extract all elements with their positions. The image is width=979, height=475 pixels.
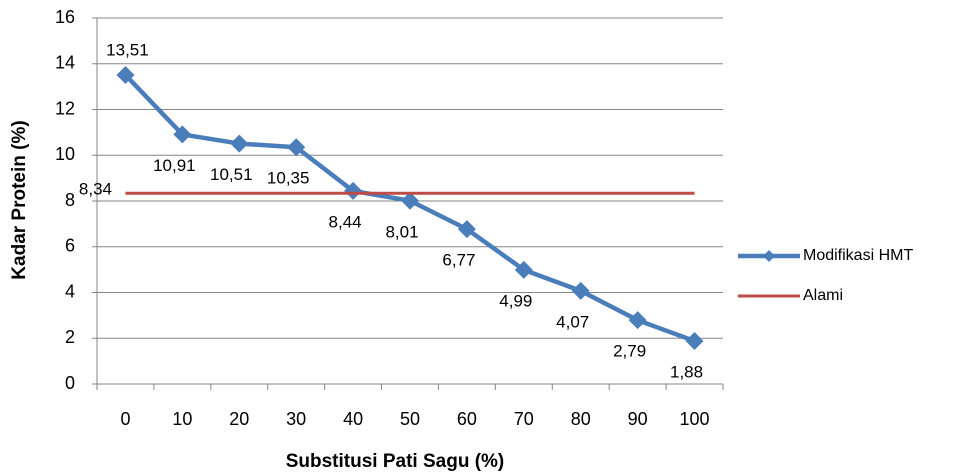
legend-label: Modifikasi HMT — [803, 247, 913, 264]
point-marker — [230, 134, 249, 153]
x-axis-title: Substitusi Pati Sagu (%) — [286, 451, 505, 472]
point-marker — [116, 65, 135, 84]
x-tick-label: 80 — [571, 409, 591, 429]
y-tick-label: 12 — [55, 98, 75, 118]
y-tick-label: 8 — [65, 190, 75, 210]
data-label: 8,01 — [385, 222, 418, 241]
point-marker — [685, 331, 704, 350]
x-tick-label: 0 — [120, 409, 130, 429]
data-label: 4,07 — [556, 312, 589, 331]
point-marker — [287, 138, 306, 157]
x-tick-label: 40 — [343, 409, 363, 429]
point-marker — [344, 181, 363, 200]
y-tick-label: 16 — [55, 7, 75, 27]
data-label: 1,88 — [670, 362, 703, 381]
data-label: 8,44 — [329, 212, 362, 231]
x-tick-label: 70 — [514, 409, 534, 429]
x-tick-label: 100 — [680, 409, 710, 429]
y-axis-title: Kadar Protein (%) — [9, 120, 30, 279]
legend-marker — [763, 250, 775, 262]
x-tick-label: 30 — [286, 409, 306, 429]
point-marker — [514, 260, 533, 279]
data-label: 10,91 — [153, 156, 196, 175]
point-marker — [628, 311, 647, 330]
x-tick-label: 20 — [229, 409, 249, 429]
y-tick-label: 2 — [65, 327, 75, 347]
data-label: 4,99 — [499, 291, 532, 310]
x-tick-label: 10 — [172, 409, 192, 429]
x-tick-label: 50 — [400, 409, 420, 429]
y-tick-label: 0 — [65, 373, 75, 393]
point-marker — [571, 281, 590, 300]
data-label: 10,51 — [210, 165, 253, 184]
y-tick-label: 6 — [65, 236, 75, 256]
data-label: 10,35 — [267, 169, 310, 188]
y-tick-label: 10 — [55, 144, 75, 164]
point-marker — [401, 191, 419, 210]
y-tick-label: 4 — [65, 281, 75, 301]
x-tick-label: 60 — [457, 409, 477, 429]
legend-label: Alami — [803, 287, 843, 304]
data-label: 8,34 — [79, 180, 112, 199]
point-marker — [173, 125, 192, 144]
point-marker — [457, 220, 476, 239]
data-label: 6,77 — [442, 251, 475, 270]
x-tick-label: 90 — [628, 409, 648, 429]
y-tick-label: 14 — [55, 53, 75, 73]
data-label: 2,79 — [613, 342, 646, 361]
data-label: 13,51 — [106, 40, 149, 59]
